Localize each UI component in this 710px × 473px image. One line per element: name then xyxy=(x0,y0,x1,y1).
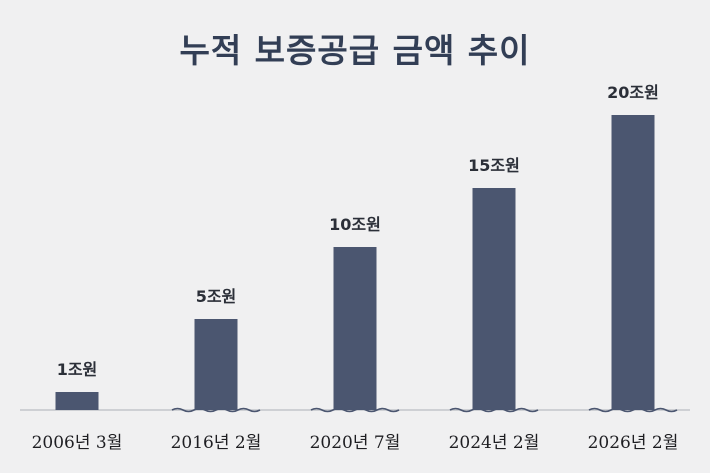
bar-2 xyxy=(194,319,238,410)
value-label-2: 5조원 xyxy=(196,287,237,306)
chart-title: 누적 보증공급 금액 추이 xyxy=(179,31,531,70)
labels-layer: 1조원 2006년 3월 5조원 2016년 2월 10조원 2020년 7월 15조원 20… xyxy=(32,83,679,453)
value-label-1: 1조원 xyxy=(57,360,98,379)
bar-5 xyxy=(611,115,655,410)
bars-layer xyxy=(55,115,655,410)
bar-1 xyxy=(55,392,99,410)
value-label-5: 20조원 xyxy=(607,83,659,102)
category-label-4: 2024년 2월 xyxy=(449,433,540,453)
axis-breaks-layer xyxy=(171,407,678,413)
bar-3 xyxy=(333,247,377,410)
category-label-5: 2026년 2월 xyxy=(588,433,679,453)
value-label-4: 15조원 xyxy=(468,156,520,175)
axis-break-5 xyxy=(588,407,678,413)
category-label-1: 2006년 3월 xyxy=(32,433,123,453)
axis-break-2 xyxy=(171,407,261,413)
bar-4 xyxy=(472,188,516,410)
value-label-3: 10조원 xyxy=(329,215,381,234)
axis-break-4 xyxy=(449,407,539,413)
category-label-2: 2016년 2월 xyxy=(171,433,262,453)
axis-break-3 xyxy=(310,407,400,413)
category-label-3: 2020년 7월 xyxy=(310,433,401,453)
